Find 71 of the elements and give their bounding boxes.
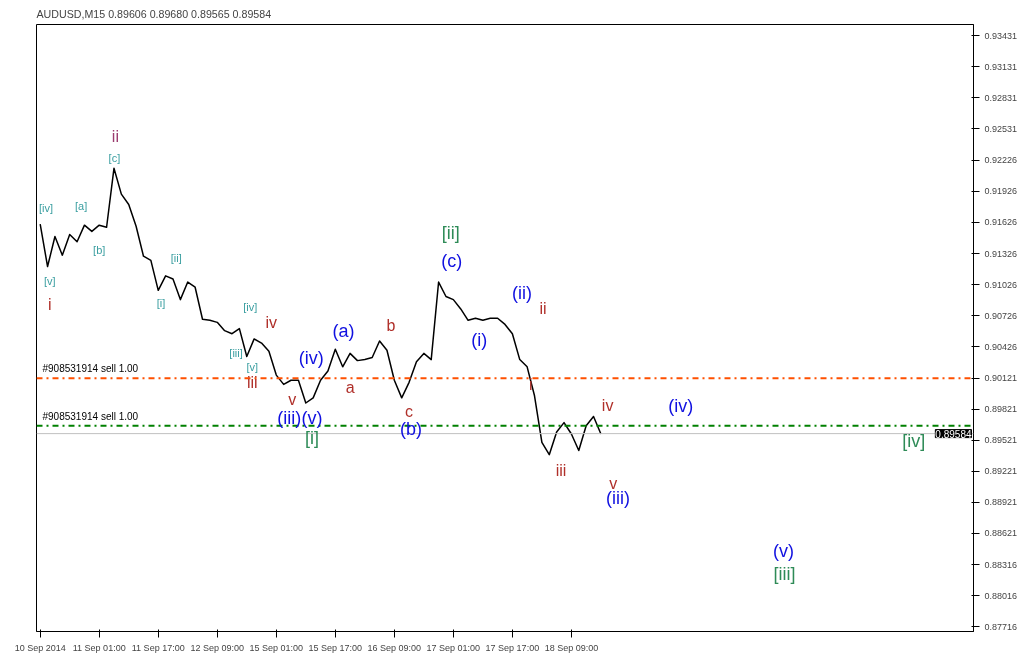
annotation: [ii]	[170, 251, 182, 264]
y-tick-label: 0.88921	[984, 497, 1018, 508]
ref-line-label: #908531914 sell 1.00	[42, 363, 139, 375]
annotation: [ii]	[441, 223, 460, 244]
annotation: (i)	[471, 329, 488, 350]
annotation: (iv)	[668, 395, 694, 416]
y-tick-label: 0.91326	[984, 248, 1018, 259]
y-tick-label: 0.87716	[984, 621, 1018, 632]
y-tick-label: 0.89221	[984, 466, 1018, 477]
y-tick-label: 0.93431	[984, 30, 1018, 41]
y-tick-label: 0.92226	[984, 155, 1018, 166]
annotation: ii	[111, 128, 119, 146]
y-tick-label: 0.88621	[984, 528, 1018, 539]
annotation: (v)	[772, 541, 794, 562]
annotation: ii	[539, 300, 547, 318]
y-tick-label: 0.92531	[984, 123, 1018, 134]
y-tick-label: 0.88016	[984, 590, 1018, 601]
annotation: (b)	[399, 419, 422, 440]
annotation: (ii)	[512, 282, 533, 303]
y-tick-label: 0.90121	[984, 373, 1018, 384]
annotation: (a)	[332, 321, 355, 342]
y-tick-label: 0.88316	[984, 559, 1018, 570]
annotation: a	[345, 378, 355, 396]
x-tick-label: 10 Sep 2014	[14, 642, 66, 653]
y-tick-label: 0.92831	[984, 92, 1018, 103]
y-tick-label: 0.91926	[984, 186, 1018, 197]
annotation: [i]	[305, 427, 320, 448]
annotation: c	[405, 403, 414, 421]
y-tick-label: 0.89521	[984, 435, 1018, 446]
annotation: [c]	[108, 151, 121, 164]
annotation: (iv)	[298, 347, 324, 368]
x-tick-label: 15 Sep 01:00	[249, 642, 304, 653]
y-tick-label: 0.90426	[984, 341, 1018, 352]
x-tick-label: 17 Sep 17:00	[485, 642, 540, 653]
y-tick-label: 0.93131	[984, 61, 1018, 72]
annotation: i	[528, 375, 533, 393]
annotation: [a]	[75, 199, 88, 212]
ref-line-label: #908531914 sell 1.00	[42, 410, 139, 422]
annotation: b	[386, 317, 396, 335]
ref-line-label: 0.89584	[935, 428, 972, 440]
annotation: [iv]	[38, 201, 54, 214]
line-series	[39, 167, 602, 456]
annotation: [iii]	[773, 563, 796, 584]
annotation: [i]	[156, 296, 166, 309]
chart-title: AUDUSD,M15 0.89606 0.89680 0.89565 0.89584	[36, 7, 272, 20]
y-tick-label: 0.89821	[984, 404, 1018, 415]
annotation: [iii]	[229, 347, 243, 360]
annotation: [iv]	[243, 300, 258, 313]
y-tick-label: 0.91626	[984, 217, 1018, 228]
x-tick-label: 16 Sep 09:00	[367, 642, 422, 653]
annotation: iv	[265, 314, 278, 332]
y-tick-label: 0.91026	[984, 279, 1018, 290]
y-tick-label: 0.90726	[984, 310, 1018, 321]
annotation: [iv]	[902, 430, 926, 451]
annotation: (c)	[441, 250, 463, 271]
x-tick-label: 11 Sep 01:00	[72, 642, 126, 653]
annotation: [b]	[93, 244, 106, 257]
x-tick-label: 11 Sep 17:00	[131, 642, 185, 653]
annotation: (v)	[301, 408, 323, 429]
annotation: (iii)	[277, 408, 302, 429]
x-tick-label: 18 Sep 09:00	[544, 642, 599, 653]
annotation: iii	[246, 373, 258, 391]
annotation: iv	[601, 397, 614, 415]
annotation: iii	[555, 461, 567, 479]
x-tick-label: 17 Sep 01:00	[426, 642, 481, 653]
annotation: v	[288, 390, 297, 408]
annotation: [v]	[246, 361, 259, 374]
annotation: [v]	[44, 275, 56, 288]
annotation: i	[48, 296, 52, 314]
x-tick-label: 12 Sep 09:00	[190, 642, 245, 653]
x-tick-label: 15 Sep 17:00	[308, 642, 363, 653]
